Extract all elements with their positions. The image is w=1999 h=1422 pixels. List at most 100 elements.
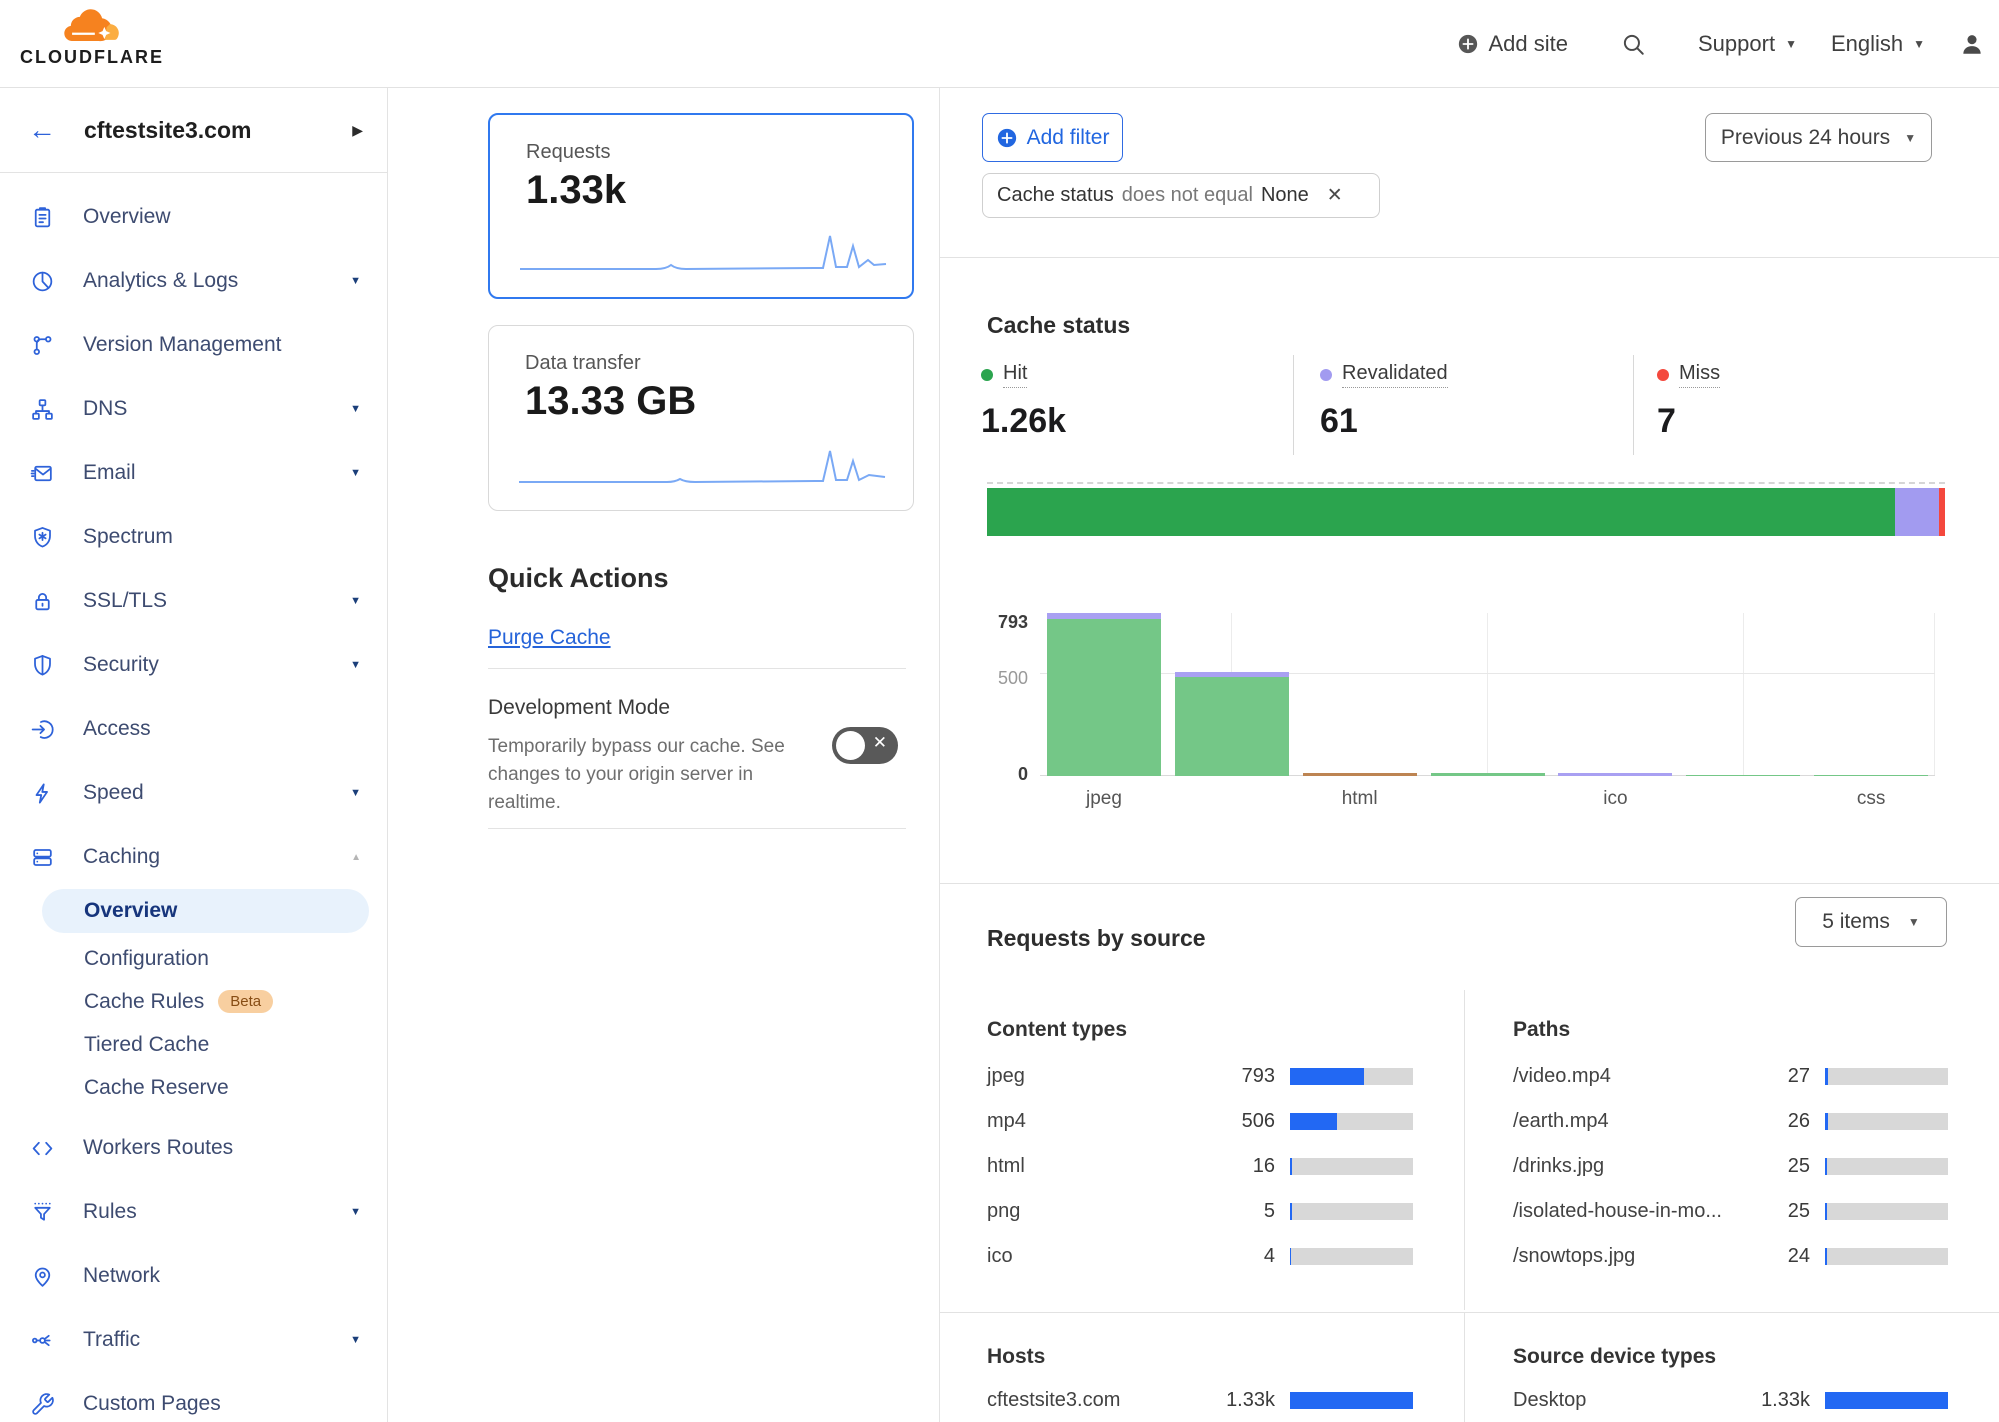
bar-segment-hit [1686, 775, 1801, 776]
subnav-item-label: Tiered Cache [84, 1032, 210, 1056]
table-row[interactable]: /isolated-house-in-mo... 25 [1513, 1189, 1948, 1234]
bar-segment-hit [1174, 677, 1289, 776]
sidebar-item-network[interactable]: Network [0, 1244, 387, 1308]
table-row[interactable]: Desktop 1.33k [1513, 1378, 1948, 1422]
sidebar-item-label: Speed [83, 781, 144, 804]
hit-label[interactable]: Hit [1003, 362, 1028, 388]
pie-chart-icon [32, 271, 53, 291]
revalidated-label[interactable]: Revalidated [1342, 362, 1448, 388]
sidebar-item-ssl-tls[interactable]: SSL/TLS ▼ [0, 569, 387, 633]
add-site-button[interactable]: Add site [1457, 31, 1568, 57]
distribution-tick-line [987, 482, 1945, 484]
chevron-down-icon: ▼ [1907, 915, 1920, 929]
sidebar-item-access[interactable]: Access [0, 697, 387, 761]
bar-col-1 [1174, 672, 1289, 776]
revalidated-dot-icon [1320, 369, 1332, 381]
cloudflare-logo[interactable]: CLOUDFLARE [20, 6, 180, 68]
sidebar-item-rules[interactable]: Rules ▼ [0, 1180, 387, 1244]
quick-actions-title: Quick Actions [488, 563, 669, 593]
sidebar-item-analytics-logs[interactable]: Analytics & Logs ▼ [0, 249, 387, 313]
data-transfer-metric-card[interactable]: Data transfer 13.33 GB [488, 325, 914, 511]
requests-by-source-title: Requests by source [987, 925, 1206, 951]
x-tick-label: ico [1603, 788, 1628, 809]
table-row[interactable]: png 5 [987, 1189, 1413, 1234]
sidebar-item-custom-pages[interactable]: Custom Pages [0, 1372, 387, 1422]
x-tick-label: css [1856, 788, 1886, 809]
row-label: png [987, 1200, 1021, 1222]
sidebar-item-spectrum[interactable]: Spectrum [0, 505, 387, 569]
close-icon[interactable]: ✕ [1326, 185, 1343, 206]
table-row[interactable]: mp4 506 [987, 1099, 1413, 1144]
table-row[interactable]: /snowtops.jpg 24 [1513, 1234, 1948, 1279]
language-menu[interactable]: English ▼ [1831, 31, 1925, 57]
development-mode-description: Temporarily bypass our cache. See change… [488, 736, 785, 813]
account-menu[interactable] [1959, 31, 1985, 57]
sidebar-item-version-management[interactable]: Version Management [0, 313, 387, 377]
subnav-item-cache-reserve[interactable]: Cache Reserve [0, 1066, 387, 1109]
subnav-item-configuration[interactable]: Configuration [0, 937, 387, 980]
sidebar-item-caching[interactable]: Caching ▲ [0, 825, 387, 889]
divider [1633, 355, 1634, 455]
time-range-label: Previous 24 hours [1720, 125, 1891, 149]
sidebar-item-speed[interactable]: Speed ▼ [0, 761, 387, 825]
hit-segment [987, 488, 1896, 536]
table-row[interactable]: html 16 [987, 1144, 1413, 1189]
sidebar-item-label: Version Management [83, 333, 282, 356]
search-button[interactable] [1620, 31, 1646, 57]
sidebar-item-label: Workers Routes [83, 1136, 234, 1159]
support-menu[interactable]: Support ▼ [1698, 31, 1797, 57]
sidebar-item-label: Overview [83, 205, 171, 228]
table-row[interactable]: jpeg 793 [987, 1054, 1413, 1099]
row-value: 24 [1787, 1245, 1810, 1267]
back-arrow-icon[interactable]: ← [28, 114, 56, 145]
sidebar-item-email[interactable]: Email ▼ [0, 441, 387, 505]
beta-badge: Beta [218, 990, 274, 1013]
chevron-right-icon[interactable]: ▶ [352, 121, 363, 138]
row-label: /earth.mp4 [1513, 1110, 1609, 1132]
chevron-down-icon: ▼ [350, 275, 361, 287]
dns-tree-icon [32, 398, 53, 420]
branch-icon [33, 335, 52, 355]
sidebar-item-overview[interactable]: Overview [0, 185, 387, 249]
divider [940, 257, 1999, 258]
cache-status-bar-chart: jpeg html ico css [1040, 613, 1935, 809]
miss-label[interactable]: Miss [1679, 362, 1721, 388]
table-row[interactable]: /video.mp4 27 [1513, 1054, 1948, 1099]
sidebar-item-dns[interactable]: DNS ▼ [0, 377, 387, 441]
table-row[interactable]: cftestsite3.com 1.33k [987, 1378, 1413, 1422]
add-filter-label: Add filter [1026, 125, 1110, 149]
language-label: English [1830, 31, 1904, 56]
table-row[interactable]: ico 4 [987, 1234, 1413, 1279]
sidebar-item-workers-routes[interactable]: Workers Routes [0, 1116, 387, 1180]
toggle-knob [836, 731, 865, 760]
requests-metric-card[interactable]: Requests 1.33k [488, 113, 914, 299]
chevron-down-icon: ▼ [350, 467, 361, 479]
chevron-down-icon: ▼ [350, 659, 361, 671]
site-header: ← cftestsite3.com ▶ [0, 88, 387, 173]
table-row[interactable]: /drinks.jpg 25 [1513, 1144, 1948, 1189]
revalidated-segment [1895, 488, 1940, 536]
add-filter-button[interactable]: Add filter [982, 113, 1123, 162]
subnav-item-tiered-cache[interactable]: Tiered Cache [0, 1023, 387, 1066]
data-transfer-value: 13.33 GB [525, 379, 697, 423]
filter-operator: does not equal [1121, 184, 1253, 206]
sidebar-nav: Overview Analytics & Logs ▼ Version Mana… [0, 173, 387, 1422]
table-row[interactable]: /earth.mp4 26 [1513, 1099, 1948, 1144]
sidebar-item-security[interactable]: Security ▼ [0, 633, 387, 697]
row-bar [1825, 1392, 1948, 1409]
paths-heading: Paths [1513, 1018, 1571, 1041]
items-count-select[interactable]: 5 items ▼ [1795, 897, 1947, 947]
row-label: /isolated-house-in-mo... [1513, 1200, 1722, 1222]
subnav-item-cache-rules[interactable]: Cache Rules Beta [0, 980, 387, 1023]
filter-chip[interactable]: Cache status does not equal None ✕ [982, 173, 1380, 218]
purge-cache-link[interactable]: Purge Cache [488, 626, 611, 649]
subnav-item-overview[interactable]: Overview [42, 889, 369, 933]
source-device-types-heading: Source device types [1513, 1345, 1717, 1368]
row-bar [1825, 1248, 1948, 1265]
row-value: 4 [1263, 1245, 1275, 1267]
x-tick-label: jpeg [1085, 788, 1122, 809]
development-mode-toggle[interactable]: ✕ [832, 727, 898, 764]
gridline-500 [1040, 673, 1935, 674]
sidebar-item-traffic[interactable]: Traffic ▼ [0, 1308, 387, 1372]
time-range-select[interactable]: Previous 24 hours ▼ [1705, 113, 1932, 162]
